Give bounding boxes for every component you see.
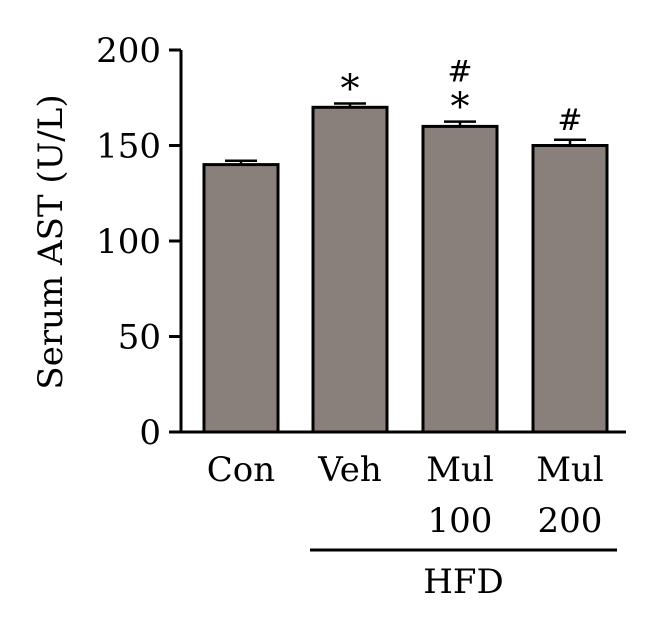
significance-asterisk: *: [341, 66, 360, 110]
x-tick-label: Con: [207, 450, 275, 490]
significance-hash: #: [447, 55, 472, 90]
x-tick-label: 100: [428, 501, 493, 541]
group-label: HFD: [423, 562, 504, 602]
x-tick-label: Veh: [317, 450, 381, 490]
x-tick-label: Mul: [426, 450, 494, 490]
bar: [531, 144, 609, 434]
bar: [311, 105, 389, 434]
bar: [202, 163, 280, 434]
y-axis-label: Serum AST (U/L): [31, 94, 71, 389]
y-tick-label: 200: [96, 31, 161, 71]
significance-hash: #: [557, 103, 582, 138]
x-tick-label: 200: [538, 501, 603, 541]
y-tick-label: 0: [139, 413, 161, 453]
x-tick-label: Mul: [536, 450, 604, 490]
y-tick-label: 50: [118, 318, 161, 358]
bar: [421, 124, 499, 434]
y-tick-label: 100: [96, 222, 161, 262]
significance-asterisk: *: [451, 85, 470, 129]
y-tick-label: 150: [96, 127, 161, 167]
